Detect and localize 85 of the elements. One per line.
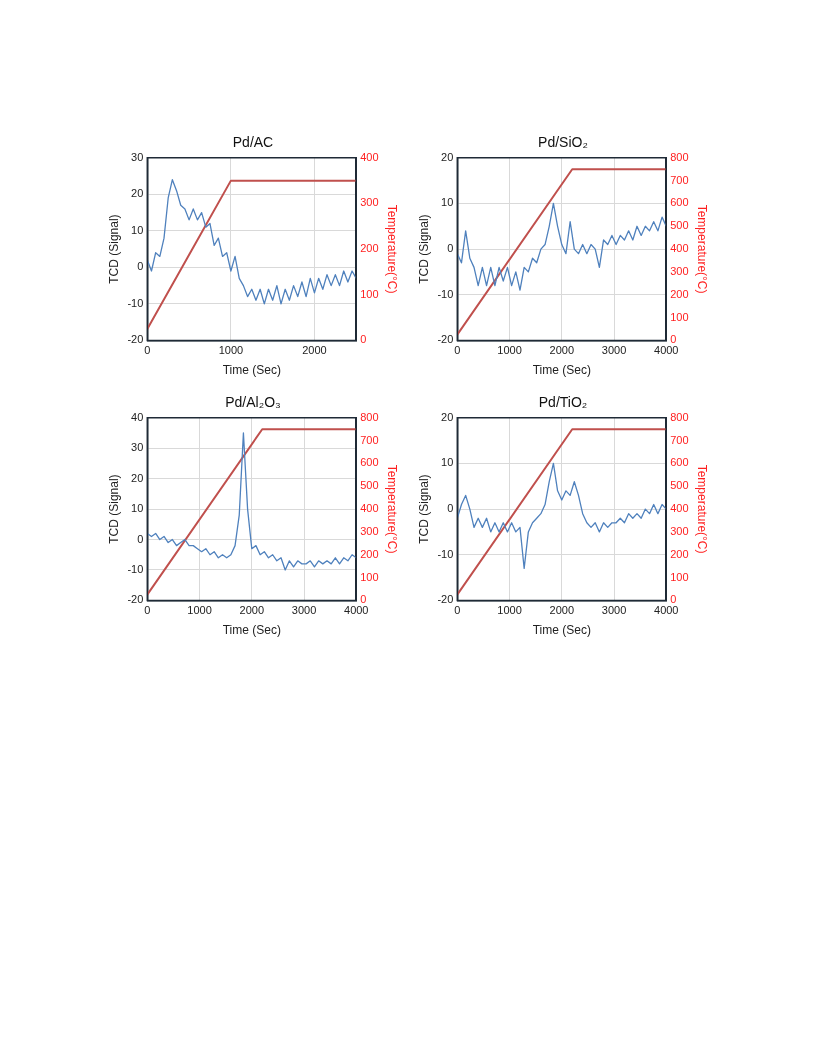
y-tick-label: -10 [437, 547, 454, 560]
y-tick-label: 20 [441, 150, 454, 163]
y-tick-label: -20 [127, 593, 144, 606]
y2-axis-title: Temperature(°C) [385, 204, 400, 294]
x-tick-label: 2000 [549, 344, 575, 357]
y2-axis-title: Temperature(°C) [695, 464, 710, 554]
y-tick-label: 0 [137, 532, 144, 545]
x-tick-label: 1000 [218, 344, 244, 357]
y-tick-label: 10 [131, 223, 144, 236]
y2-tick-label: 600 [670, 196, 689, 209]
x-axis-title: Time (Sec) [532, 363, 591, 378]
y-tick-label: 20 [131, 187, 144, 200]
y2-tick-label: 500 [360, 479, 379, 492]
chart-title: Pd/Al₂O₃ [225, 394, 281, 411]
x-tick-label: 1000 [497, 604, 522, 617]
x-tick-label: 2000 [239, 604, 265, 617]
y2-tick-label: 300 [670, 264, 689, 277]
y-axis-title: TCD (Signal) [416, 474, 431, 544]
x-axis-title: Time (Sec) [222, 363, 281, 378]
y2-tick-label: 800 [670, 410, 689, 423]
y2-tick-label: 400 [670, 242, 689, 255]
y-tick-label: 20 [131, 471, 144, 484]
y2-tick-label: 100 [670, 570, 689, 583]
y2-tick-label: 500 [670, 479, 689, 492]
y-tick-label: 0 [137, 260, 144, 273]
x-axis-title: Time (Sec) [222, 623, 281, 638]
x-tick-label: 2000 [549, 604, 575, 617]
y2-tick-label: 700 [670, 173, 689, 186]
x-tick-label: 2000 [302, 344, 327, 357]
y-tick-label: 0 [447, 242, 454, 255]
y-tick-label: 30 [131, 441, 144, 454]
x-tick-label: 4000 [654, 604, 679, 617]
y2-tick-label: 700 [360, 433, 379, 446]
y-tick-label: -10 [437, 287, 454, 300]
y-tick-label: 0 [447, 502, 454, 515]
y2-tick-label: 0 [670, 333, 677, 346]
y2-tick-label: 300 [670, 524, 689, 537]
x-tick-label: 4000 [654, 344, 679, 357]
y2-tick-label: 200 [670, 547, 689, 560]
y2-tick-label: 600 [360, 456, 379, 469]
y-tick-label: -20 [127, 333, 144, 346]
y2-tick-label: 200 [670, 287, 689, 300]
x-tick-label: 3000 [291, 604, 317, 617]
y2-tick-label: 600 [670, 456, 689, 469]
y-axis-title: TCD (Signal) [416, 214, 431, 284]
y2-tick-label: 300 [360, 524, 379, 537]
y-tick-label: -20 [437, 593, 454, 606]
chart-title: Pd/SiO₂ [538, 134, 588, 151]
y2-tick-label: 800 [670, 150, 689, 163]
y-tick-label: 30 [131, 150, 144, 163]
y2-tick-label: 0 [360, 333, 367, 346]
y-axis-title: TCD (Signal) [106, 214, 121, 284]
y2-tick-label: 200 [360, 547, 379, 560]
y2-tick-label: 300 [360, 196, 379, 209]
y2-tick-label: 700 [670, 433, 689, 446]
y-tick-label: -10 [127, 563, 144, 575]
y-tick-label: 10 [441, 196, 454, 209]
chart-title: Pd/TiO₂ [538, 394, 588, 411]
y2-tick-label: 200 [360, 242, 379, 255]
y2-tick-label: 100 [360, 287, 379, 300]
y2-tick-label: 800 [360, 410, 379, 423]
x-tick-label: 1000 [187, 604, 212, 617]
y-tick-label: 40 [131, 410, 144, 423]
x-tick-label: 3000 [601, 604, 627, 617]
y2-tick-label: 0 [670, 593, 677, 606]
y2-tick-label: 400 [670, 502, 689, 515]
y2-axis-title: Temperature(°C) [695, 204, 710, 294]
x-tick-label: 4000 [344, 604, 369, 617]
y2-tick-label: 400 [360, 502, 379, 515]
y2-tick-label: 0 [360, 593, 367, 606]
y-tick-label: 10 [441, 456, 454, 469]
x-axis-title: Time (Sec) [532, 623, 591, 638]
y2-tick-label: 500 [670, 219, 689, 232]
y-tick-label: 10 [131, 502, 144, 515]
y-tick-label: -10 [127, 296, 144, 309]
x-tick-label: 3000 [601, 344, 627, 357]
y-axis-title: TCD (Signal) [106, 474, 121, 544]
y2-axis-title: Temperature(°C) [385, 464, 400, 554]
x-tick-label: 1000 [497, 344, 522, 357]
y-tick-label: -20 [437, 333, 454, 346]
y2-tick-label: 100 [670, 310, 689, 323]
y2-tick-label: 400 [360, 150, 379, 163]
y-tick-label: 20 [441, 410, 454, 423]
chart-title: Pd/AC [232, 134, 274, 151]
y2-tick-label: 100 [360, 570, 379, 583]
